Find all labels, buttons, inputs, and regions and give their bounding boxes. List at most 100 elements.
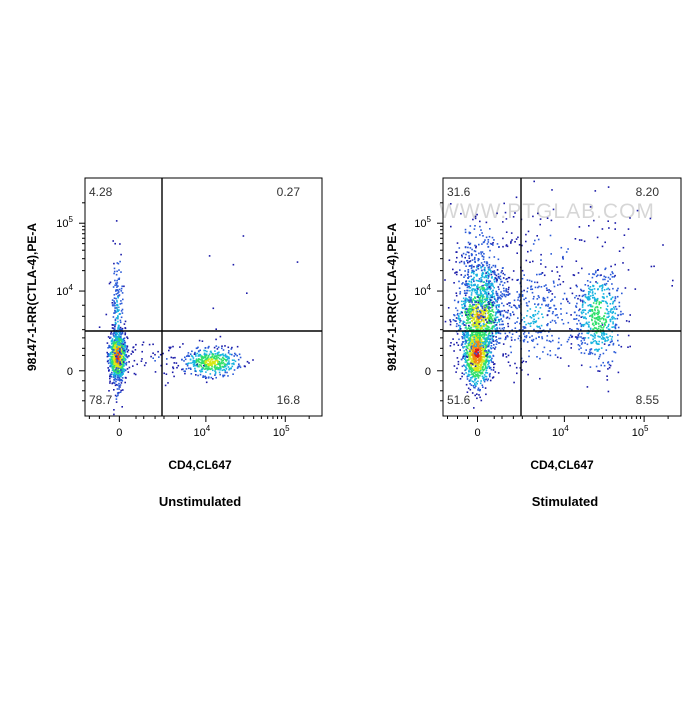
event-dot (582, 325, 585, 327)
event-dot (489, 338, 492, 340)
event-dot (478, 333, 481, 335)
event-dot (508, 276, 511, 279)
event-dot (124, 345, 126, 348)
event-dot (467, 330, 469, 333)
event-dot (606, 302, 608, 305)
event-dot (596, 299, 599, 301)
event-dot (116, 279, 118, 282)
event-dot (490, 303, 492, 306)
event-dot (476, 373, 479, 375)
event-dot (481, 264, 484, 266)
event-dot (487, 239, 490, 241)
event-dot (473, 335, 476, 337)
event-dot (551, 270, 553, 272)
event-dot (598, 317, 601, 319)
event-dot (583, 337, 585, 339)
event-dot (582, 303, 584, 305)
event-dot (542, 296, 545, 299)
event-dot (465, 314, 467, 316)
event-dot (477, 354, 480, 357)
event-dot (529, 323, 531, 325)
event-dot (111, 382, 114, 384)
event-dot (111, 362, 113, 364)
event-dot (525, 336, 528, 339)
event-dot (118, 291, 120, 293)
event-dot (205, 365, 208, 368)
event-dot (536, 273, 538, 276)
event-dot (471, 349, 473, 352)
event-dot (491, 318, 493, 320)
event-dot (521, 269, 524, 272)
event-dot (219, 366, 222, 368)
event-dot (474, 321, 476, 323)
event-dot (490, 359, 492, 361)
x-tick-label: 104 (552, 424, 569, 439)
event-dot (483, 378, 485, 380)
event-dot (587, 284, 589, 287)
event-dot (489, 315, 492, 318)
event-dot (518, 335, 521, 337)
event-dot (474, 384, 477, 386)
event-dot (479, 353, 481, 356)
event-dot (195, 374, 197, 376)
event-dot (140, 360, 143, 362)
event-dot (496, 331, 499, 334)
event-dot (484, 375, 487, 378)
event-dot (188, 362, 190, 364)
event-dot (505, 231, 508, 233)
event-dot (461, 255, 463, 258)
event-dot (114, 342, 116, 344)
event-dot (542, 351, 544, 353)
event-dot (516, 252, 518, 254)
event-dot (227, 356, 230, 358)
event-dot (491, 310, 494, 312)
event-dot (514, 212, 516, 214)
event-dot (208, 345, 210, 348)
event-dot (145, 362, 147, 364)
event-dot (483, 356, 486, 359)
event-dot (465, 366, 467, 369)
event-dot (581, 315, 584, 318)
event-dot (150, 355, 152, 358)
event-dot (120, 290, 123, 292)
event-dot (477, 366, 479, 369)
event-dot (577, 334, 580, 336)
event-dot (477, 280, 479, 282)
event-dot (488, 280, 490, 282)
event-dot (475, 269, 478, 271)
event-dot (606, 305, 609, 307)
event-dot (497, 310, 499, 312)
event-dot (473, 355, 475, 358)
event-dot (486, 379, 489, 382)
event-dot (463, 364, 465, 367)
event-dot (589, 348, 592, 351)
event-dot (472, 288, 474, 290)
event-dot (485, 293, 488, 296)
event-dot (468, 318, 471, 320)
event-dot (611, 283, 613, 285)
event-dot (112, 286, 115, 288)
event-dot (466, 311, 469, 313)
event-dot (114, 353, 117, 356)
event-dot (487, 319, 490, 322)
event-dot (492, 242, 494, 244)
event-dot (225, 368, 228, 370)
event-dot (495, 313, 497, 315)
event-dot (465, 349, 468, 352)
event-dot (477, 333, 480, 335)
event-dot (200, 355, 203, 357)
event-dot (467, 316, 469, 319)
event-dot (479, 351, 481, 353)
event-dot (473, 309, 475, 311)
event-dot (612, 343, 615, 346)
event-dot (593, 298, 596, 300)
event-dot (593, 296, 596, 299)
event-dot (486, 261, 488, 263)
event-dot (117, 262, 120, 265)
event-dot (198, 358, 200, 360)
event-dot (124, 333, 126, 336)
event-dot (476, 299, 478, 302)
event-dot (555, 308, 557, 310)
event-dot (482, 301, 484, 304)
event-dot (110, 339, 113, 342)
